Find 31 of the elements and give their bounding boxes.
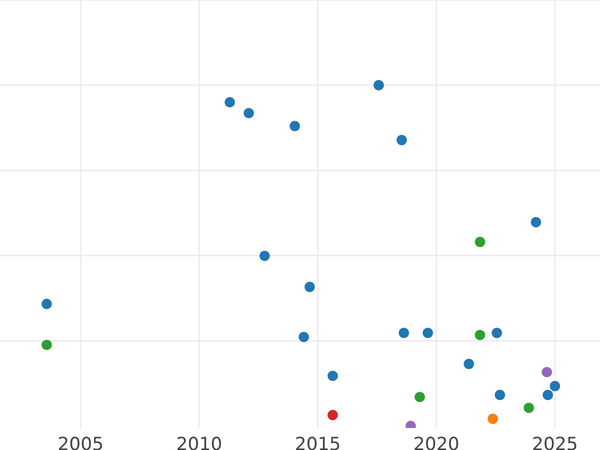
point	[290, 120, 300, 132]
point	[244, 108, 254, 118]
point	[524, 402, 534, 414]
point	[414, 392, 425, 402]
point	[328, 410, 338, 420]
point	[224, 97, 235, 108]
point	[396, 134, 407, 146]
x-tick-label: 2005	[58, 436, 102, 450]
point	[464, 358, 474, 370]
point	[298, 332, 309, 342]
point	[260, 250, 270, 262]
point	[550, 380, 560, 392]
x-tick-label: 2010	[178, 436, 221, 450]
point	[42, 298, 52, 310]
point	[374, 80, 384, 90]
point	[494, 390, 506, 400]
point	[474, 236, 486, 248]
point	[304, 282, 315, 292]
point	[488, 414, 498, 424]
x-tick-label: 2020	[414, 436, 458, 450]
x-tick-label: 2015	[296, 436, 340, 450]
point	[328, 370, 338, 382]
point	[42, 340, 52, 350]
x-tick-label: 2025	[533, 436, 576, 450]
point	[492, 328, 502, 338]
point	[398, 328, 410, 338]
point	[542, 366, 552, 378]
point	[530, 217, 542, 228]
point	[474, 330, 486, 340]
point	[422, 328, 433, 338]
point	[542, 390, 553, 400]
